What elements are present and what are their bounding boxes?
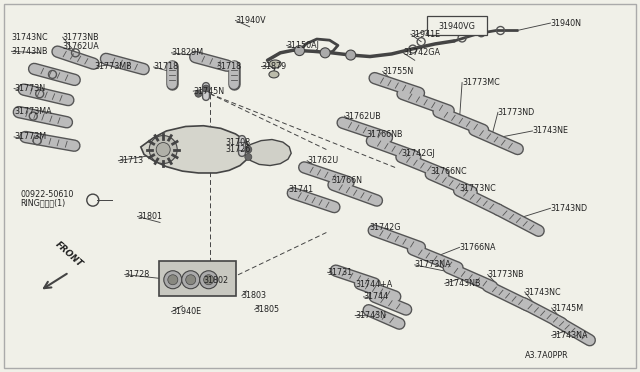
Text: 31741: 31741: [288, 185, 313, 194]
Circle shape: [346, 50, 356, 60]
Circle shape: [168, 275, 178, 285]
Text: 31742GJ: 31742GJ: [402, 149, 436, 158]
Polygon shape: [141, 126, 250, 173]
Text: 31742GA: 31742GA: [403, 48, 440, 57]
Text: 31743NA: 31743NA: [552, 331, 588, 340]
Text: 31743NC: 31743NC: [12, 33, 48, 42]
Circle shape: [245, 146, 252, 153]
Text: 31766NA: 31766NA: [460, 243, 496, 252]
Text: 31879: 31879: [261, 62, 286, 71]
Text: 31726: 31726: [225, 145, 250, 154]
Text: 31773MA: 31773MA: [14, 107, 52, 116]
Text: 31762UB: 31762UB: [344, 112, 381, 121]
Circle shape: [204, 275, 214, 285]
Text: 31829M: 31829M: [172, 48, 204, 57]
Circle shape: [203, 85, 209, 92]
Text: 00922-50610: 00922-50610: [20, 190, 74, 199]
Circle shape: [156, 142, 170, 157]
Text: 31802: 31802: [204, 276, 228, 285]
Ellipse shape: [269, 60, 281, 68]
Text: 31743NE: 31743NE: [532, 126, 568, 135]
Text: 31773NC: 31773NC: [460, 185, 496, 193]
Text: 31766N: 31766N: [332, 176, 362, 185]
Text: 31940VG: 31940VG: [438, 22, 476, 31]
Polygon shape: [243, 140, 291, 166]
Text: 31743NC: 31743NC: [525, 288, 561, 296]
Text: 31940N: 31940N: [550, 19, 581, 28]
Text: 31718: 31718: [216, 62, 241, 71]
Text: 31745N: 31745N: [193, 87, 225, 96]
Text: 31940V: 31940V: [236, 16, 266, 25]
Text: 31762UA: 31762UA: [63, 42, 99, 51]
Circle shape: [182, 271, 200, 289]
Text: 31718: 31718: [154, 62, 179, 71]
Circle shape: [195, 90, 202, 97]
Circle shape: [245, 154, 252, 160]
Text: 31743NB: 31743NB: [12, 47, 48, 56]
Circle shape: [294, 46, 305, 55]
Text: 31801: 31801: [138, 212, 163, 221]
Text: 31708: 31708: [225, 138, 250, 147]
Text: 31728: 31728: [125, 270, 150, 279]
Circle shape: [186, 275, 196, 285]
Text: FRONT: FRONT: [54, 240, 84, 269]
Text: 31742G: 31742G: [370, 223, 401, 232]
Text: 31773MB: 31773MB: [95, 62, 132, 71]
Text: 31773M: 31773M: [14, 132, 46, 141]
FancyBboxPatch shape: [426, 16, 488, 35]
Circle shape: [149, 135, 177, 164]
Text: 31773MC: 31773MC: [462, 78, 500, 87]
Text: 31941E: 31941E: [411, 30, 441, 39]
Text: RINGリング(1): RINGリング(1): [20, 198, 66, 207]
Circle shape: [200, 271, 218, 289]
Circle shape: [164, 271, 182, 289]
Text: 31766NC: 31766NC: [430, 167, 467, 176]
Text: 31731: 31731: [328, 268, 353, 277]
Text: 31745M: 31745M: [552, 304, 584, 312]
Text: 31150AJ: 31150AJ: [287, 41, 319, 50]
Text: 31766NB: 31766NB: [366, 130, 403, 139]
Ellipse shape: [269, 71, 279, 78]
Text: 31744+A: 31744+A: [355, 280, 392, 289]
Text: 31743ND: 31743ND: [550, 204, 588, 213]
Text: 31805: 31805: [255, 305, 280, 314]
Text: 31773NB: 31773NB: [488, 270, 524, 279]
Text: 31762U: 31762U: [307, 156, 339, 165]
Text: 31713: 31713: [118, 156, 143, 165]
Bar: [159, 261, 236, 296]
Circle shape: [320, 48, 330, 58]
Text: 31773N: 31773N: [14, 84, 45, 93]
Text: 31940E: 31940E: [172, 307, 202, 316]
Text: 31743N: 31743N: [355, 311, 386, 320]
Text: 31803: 31803: [242, 291, 267, 300]
Text: A3.7A0PPR: A3.7A0PPR: [525, 351, 568, 360]
Text: 31744: 31744: [364, 292, 388, 301]
Text: 31773NB: 31773NB: [63, 33, 99, 42]
Text: 31773NA: 31773NA: [415, 260, 451, 269]
Text: 31755N: 31755N: [383, 67, 414, 76]
Text: 31743NB: 31743NB: [445, 279, 481, 288]
Text: 31773ND: 31773ND: [498, 108, 535, 117]
